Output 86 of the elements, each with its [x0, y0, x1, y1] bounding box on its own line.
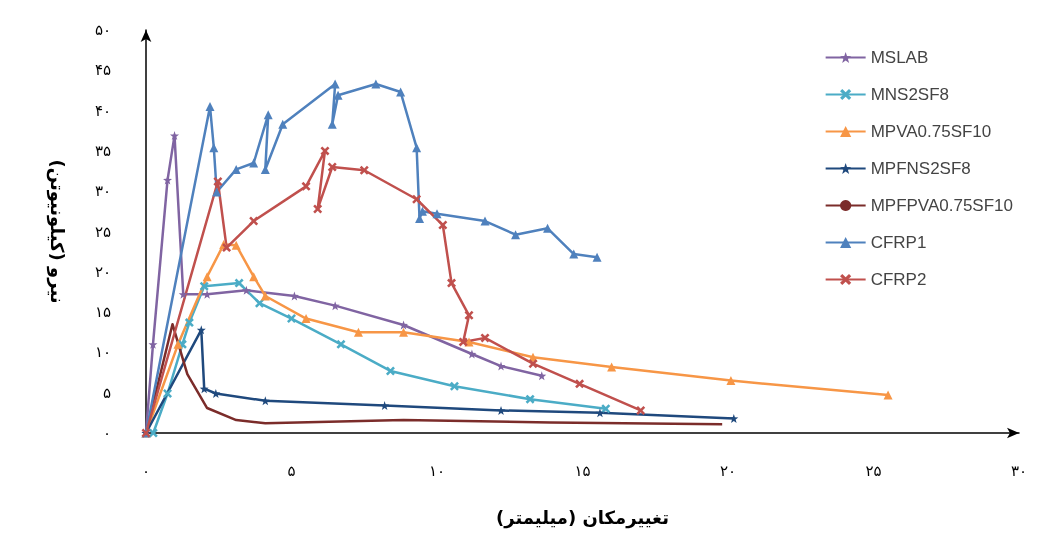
point [467, 349, 477, 359]
y-tick-label: ۰ [102, 424, 111, 442]
point [287, 314, 296, 324]
point [592, 252, 602, 262]
legend-label: CFRP1 [870, 233, 927, 252]
point [438, 220, 448, 230]
y-tick-label: ۳۵ [94, 141, 111, 160]
point [447, 278, 457, 288]
point [528, 359, 538, 369]
y-tick-label: ۱۵ [94, 303, 111, 322]
x-tick-label: ۲۵ [865, 461, 882, 480]
point [205, 102, 215, 112]
legend-label: MSLAB [870, 48, 929, 67]
point [170, 131, 180, 141]
point [449, 381, 459, 391]
point [278, 119, 288, 129]
x-tick-label: ۱۰ [428, 461, 446, 480]
point [163, 389, 173, 399]
point [184, 318, 194, 328]
y-axis-title: نیرو (کیلونیوتن) [45, 159, 68, 304]
point [202, 272, 212, 282]
y-tick-label: ۵ [102, 383, 111, 402]
point [636, 405, 646, 415]
y-tick-label: ۲۰ [94, 262, 111, 281]
point [359, 165, 369, 175]
point [496, 361, 506, 371]
point [254, 298, 264, 308]
point [301, 181, 311, 191]
point [212, 187, 222, 197]
point [726, 376, 736, 386]
y-tick-label: ۵۰ [94, 21, 111, 39]
point [327, 162, 337, 172]
point [199, 281, 209, 291]
point [569, 249, 579, 259]
point [729, 413, 739, 423]
point [385, 366, 395, 376]
point [330, 79, 340, 89]
legend-label: CFRP2 [870, 270, 927, 289]
point [249, 216, 259, 226]
point [464, 310, 474, 320]
point [301, 314, 311, 324]
point [211, 389, 221, 399]
point [525, 394, 535, 404]
y-tick-label: ۲۵ [94, 222, 111, 241]
point [148, 428, 158, 438]
legend-label: MPVA0.75SF10 [870, 122, 992, 141]
point [353, 327, 363, 337]
point [213, 177, 223, 187]
point [417, 206, 427, 216]
point [173, 339, 183, 349]
point [371, 79, 381, 89]
point [432, 209, 442, 219]
point [313, 204, 323, 214]
legend-label: MPFPVA0.75SF10 [870, 196, 1013, 215]
y-tick-label: ۱۰ [94, 343, 111, 362]
point [601, 404, 611, 414]
y-tick-label: ۳۰ [94, 182, 111, 201]
point [249, 272, 259, 282]
point [196, 325, 206, 335]
point [231, 164, 241, 174]
point [480, 216, 490, 226]
y-tick-label: ۴۵ [94, 61, 111, 80]
point [396, 87, 406, 97]
legend-label: MPFNS2SF8 [870, 159, 971, 178]
x-tick-label: ۳۰ [1010, 461, 1028, 480]
y-tick-label: ۴۰ [94, 101, 111, 120]
x-tick-label: ۱۵ [574, 461, 591, 480]
x-tick-label: ۵ [287, 461, 296, 480]
legend-label: MNS2SF8 [870, 85, 950, 104]
x-axis-title: تغییرمکان (میلیمتر) [495, 506, 670, 529]
point [883, 390, 893, 400]
point [496, 405, 506, 415]
point [458, 337, 468, 347]
x-tick-label: ۰ [141, 461, 151, 480]
point [399, 327, 409, 337]
point [511, 230, 521, 240]
point [336, 339, 346, 349]
point [412, 143, 422, 153]
point [380, 401, 390, 411]
point [327, 119, 337, 129]
x-tick-label: ۲۰ [719, 461, 737, 480]
point [412, 194, 422, 204]
point [222, 243, 232, 253]
point [231, 240, 241, 250]
point [575, 379, 585, 389]
point [241, 285, 251, 295]
